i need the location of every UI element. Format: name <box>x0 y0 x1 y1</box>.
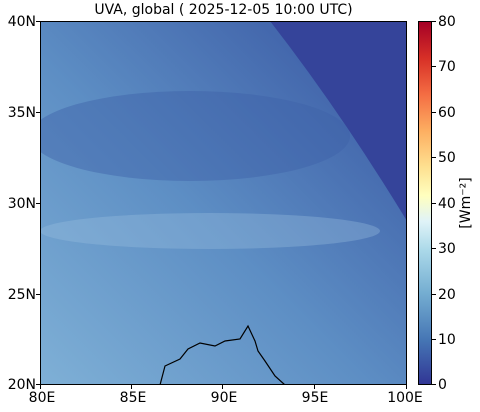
lon-tick-mark <box>222 385 223 389</box>
lat-tick-mark <box>36 112 40 113</box>
colorbar-tick-mark <box>432 157 436 158</box>
lat-tick-label: 25N <box>7 287 36 303</box>
lon-tick-label: 85E <box>119 390 147 406</box>
colorbar-tick-mark <box>432 294 436 295</box>
colorbar-tick-label: 40 <box>438 196 456 212</box>
colorbar-tick-label: 80 <box>438 14 456 30</box>
coastline <box>159 324 286 385</box>
chart-title: UVA, global ( 2025-12-05 10:00 UTC) <box>94 2 353 18</box>
lon-tick-label: 95E <box>301 390 329 406</box>
lat-tick-label: 20N <box>7 377 36 393</box>
colorbar-tick-label: 0 <box>438 377 447 393</box>
colorbar-tick-mark <box>432 339 436 340</box>
colorbar-tick-mark <box>432 66 436 67</box>
colorbar-tick-mark <box>432 112 436 113</box>
lat-tick-mark <box>36 21 40 22</box>
colorbar <box>418 21 432 385</box>
plateau-texture <box>40 91 350 181</box>
colorbar-tick-label: 50 <box>438 150 456 166</box>
lon-tick-label: 80E <box>28 390 56 406</box>
colorbar-tick-label: 30 <box>438 241 456 257</box>
colorbar-tick-mark <box>432 384 436 385</box>
night-terminator-region <box>270 21 407 221</box>
map-panel <box>40 21 407 385</box>
lat-tick-mark <box>36 384 40 385</box>
colorbar-tick-label: 10 <box>438 332 456 348</box>
colorbar-tick-label: 60 <box>438 105 456 121</box>
colorbar-tick-label: 70 <box>438 59 456 75</box>
lat-tick-label: 40N <box>7 14 36 30</box>
lon-tick-mark <box>406 385 407 389</box>
lat-tick-mark <box>36 294 40 295</box>
lon-tick-label: 90E <box>210 390 238 406</box>
lat-tick-label: 30N <box>7 196 36 212</box>
lat-tick-mark <box>36 203 40 204</box>
lon-tick-mark <box>314 385 315 389</box>
lon-tick-mark <box>40 385 41 389</box>
map-frame <box>40 21 407 385</box>
lon-tick-mark <box>131 385 132 389</box>
colorbar-tick-mark <box>432 21 436 22</box>
colorbar-tick-mark <box>432 248 436 249</box>
cloud-band <box>40 213 380 249</box>
colorbar-tick-mark <box>432 203 436 204</box>
lon-tick-label: 100E <box>387 390 423 406</box>
colorbar-tick-label: 20 <box>438 287 456 303</box>
colorbar-unit-label: [Wm⁻²] <box>458 177 474 229</box>
lat-tick-label: 35N <box>7 105 36 121</box>
